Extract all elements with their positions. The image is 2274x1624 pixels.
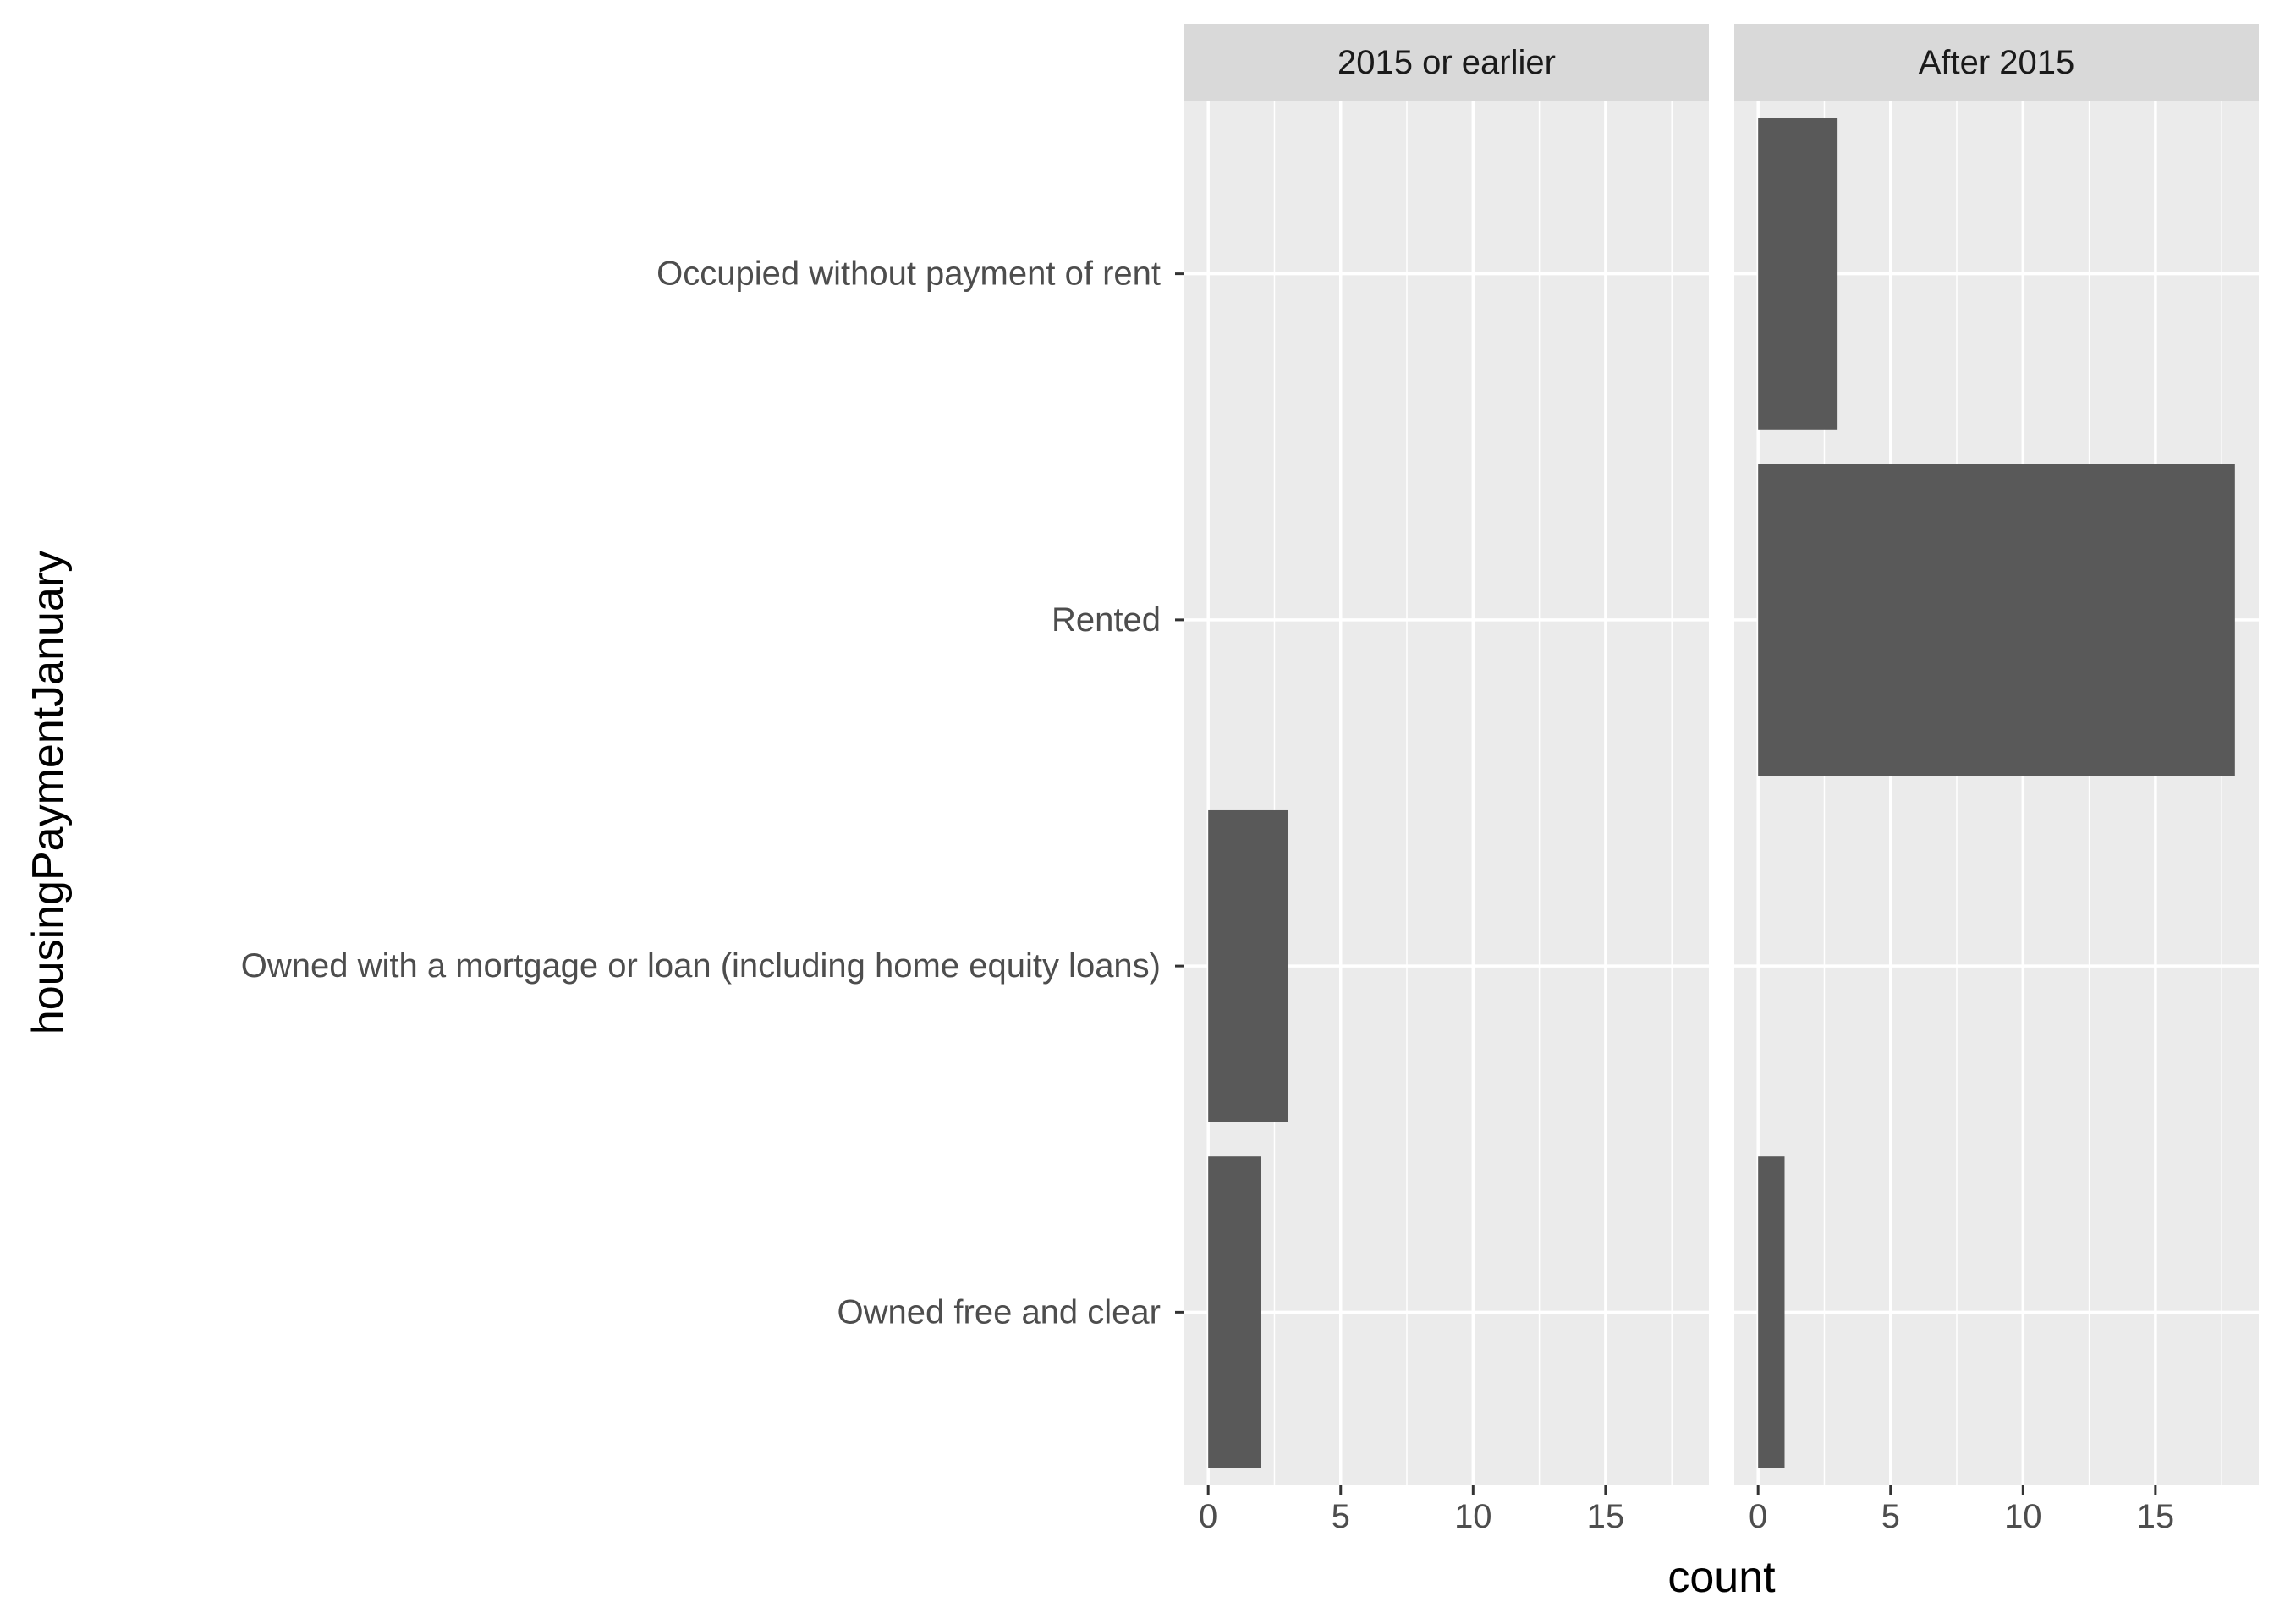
x-tick-label: 10 bbox=[2004, 1498, 2042, 1535]
x-axis-panel-2: 0 5 10 15 bbox=[1749, 1485, 2174, 1535]
panel-bars bbox=[1208, 809, 1288, 1468]
panel-grid bbox=[1184, 101, 1709, 1485]
x-tick-label: 15 bbox=[2137, 1498, 2175, 1535]
bar bbox=[1208, 1156, 1261, 1468]
x-tick-label: 0 bbox=[1749, 1498, 1767, 1535]
y-axis-title: housingPaymentJanuary bbox=[24, 551, 73, 1034]
strip-background bbox=[1184, 24, 1709, 101]
strip-label: 2015 or earlier bbox=[1337, 44, 1556, 81]
y-tick-label: Owned with a mortgage or loan (including… bbox=[241, 947, 1161, 985]
x-tick-label: 10 bbox=[1454, 1498, 1492, 1535]
y-axis: Occupied without payment of rent Rented Ow… bbox=[241, 255, 1184, 1330]
x-axis-title: count bbox=[1667, 1553, 1776, 1602]
y-tick-label: Owned free and clear bbox=[838, 1293, 1161, 1330]
y-tick-label: Occupied without payment of rent bbox=[656, 255, 1161, 293]
y-tick-label: Rented bbox=[1052, 601, 1161, 639]
x-tick-label: 0 bbox=[1199, 1498, 1217, 1535]
strip-background bbox=[1734, 24, 2259, 101]
bar bbox=[1758, 118, 1838, 430]
facet-panel-2015-or-earlier: 2015 or earlier bbox=[1184, 24, 1709, 1485]
panel-background bbox=[1184, 101, 1709, 1485]
x-tick-label: 5 bbox=[1332, 1498, 1350, 1535]
bar bbox=[1208, 809, 1288, 1122]
x-tick-label: 5 bbox=[1881, 1498, 1900, 1535]
strip-label: After 2015 bbox=[1919, 44, 2075, 81]
bar bbox=[1758, 1156, 1785, 1468]
x-tick-label: 15 bbox=[1587, 1498, 1625, 1535]
bar bbox=[1758, 464, 2235, 776]
facet-panel-after-2015: After 2015 bbox=[1734, 24, 2259, 1485]
panel-bars bbox=[1758, 118, 2235, 1468]
x-axis-panel-1: 0 5 10 15 bbox=[1199, 1485, 1624, 1535]
